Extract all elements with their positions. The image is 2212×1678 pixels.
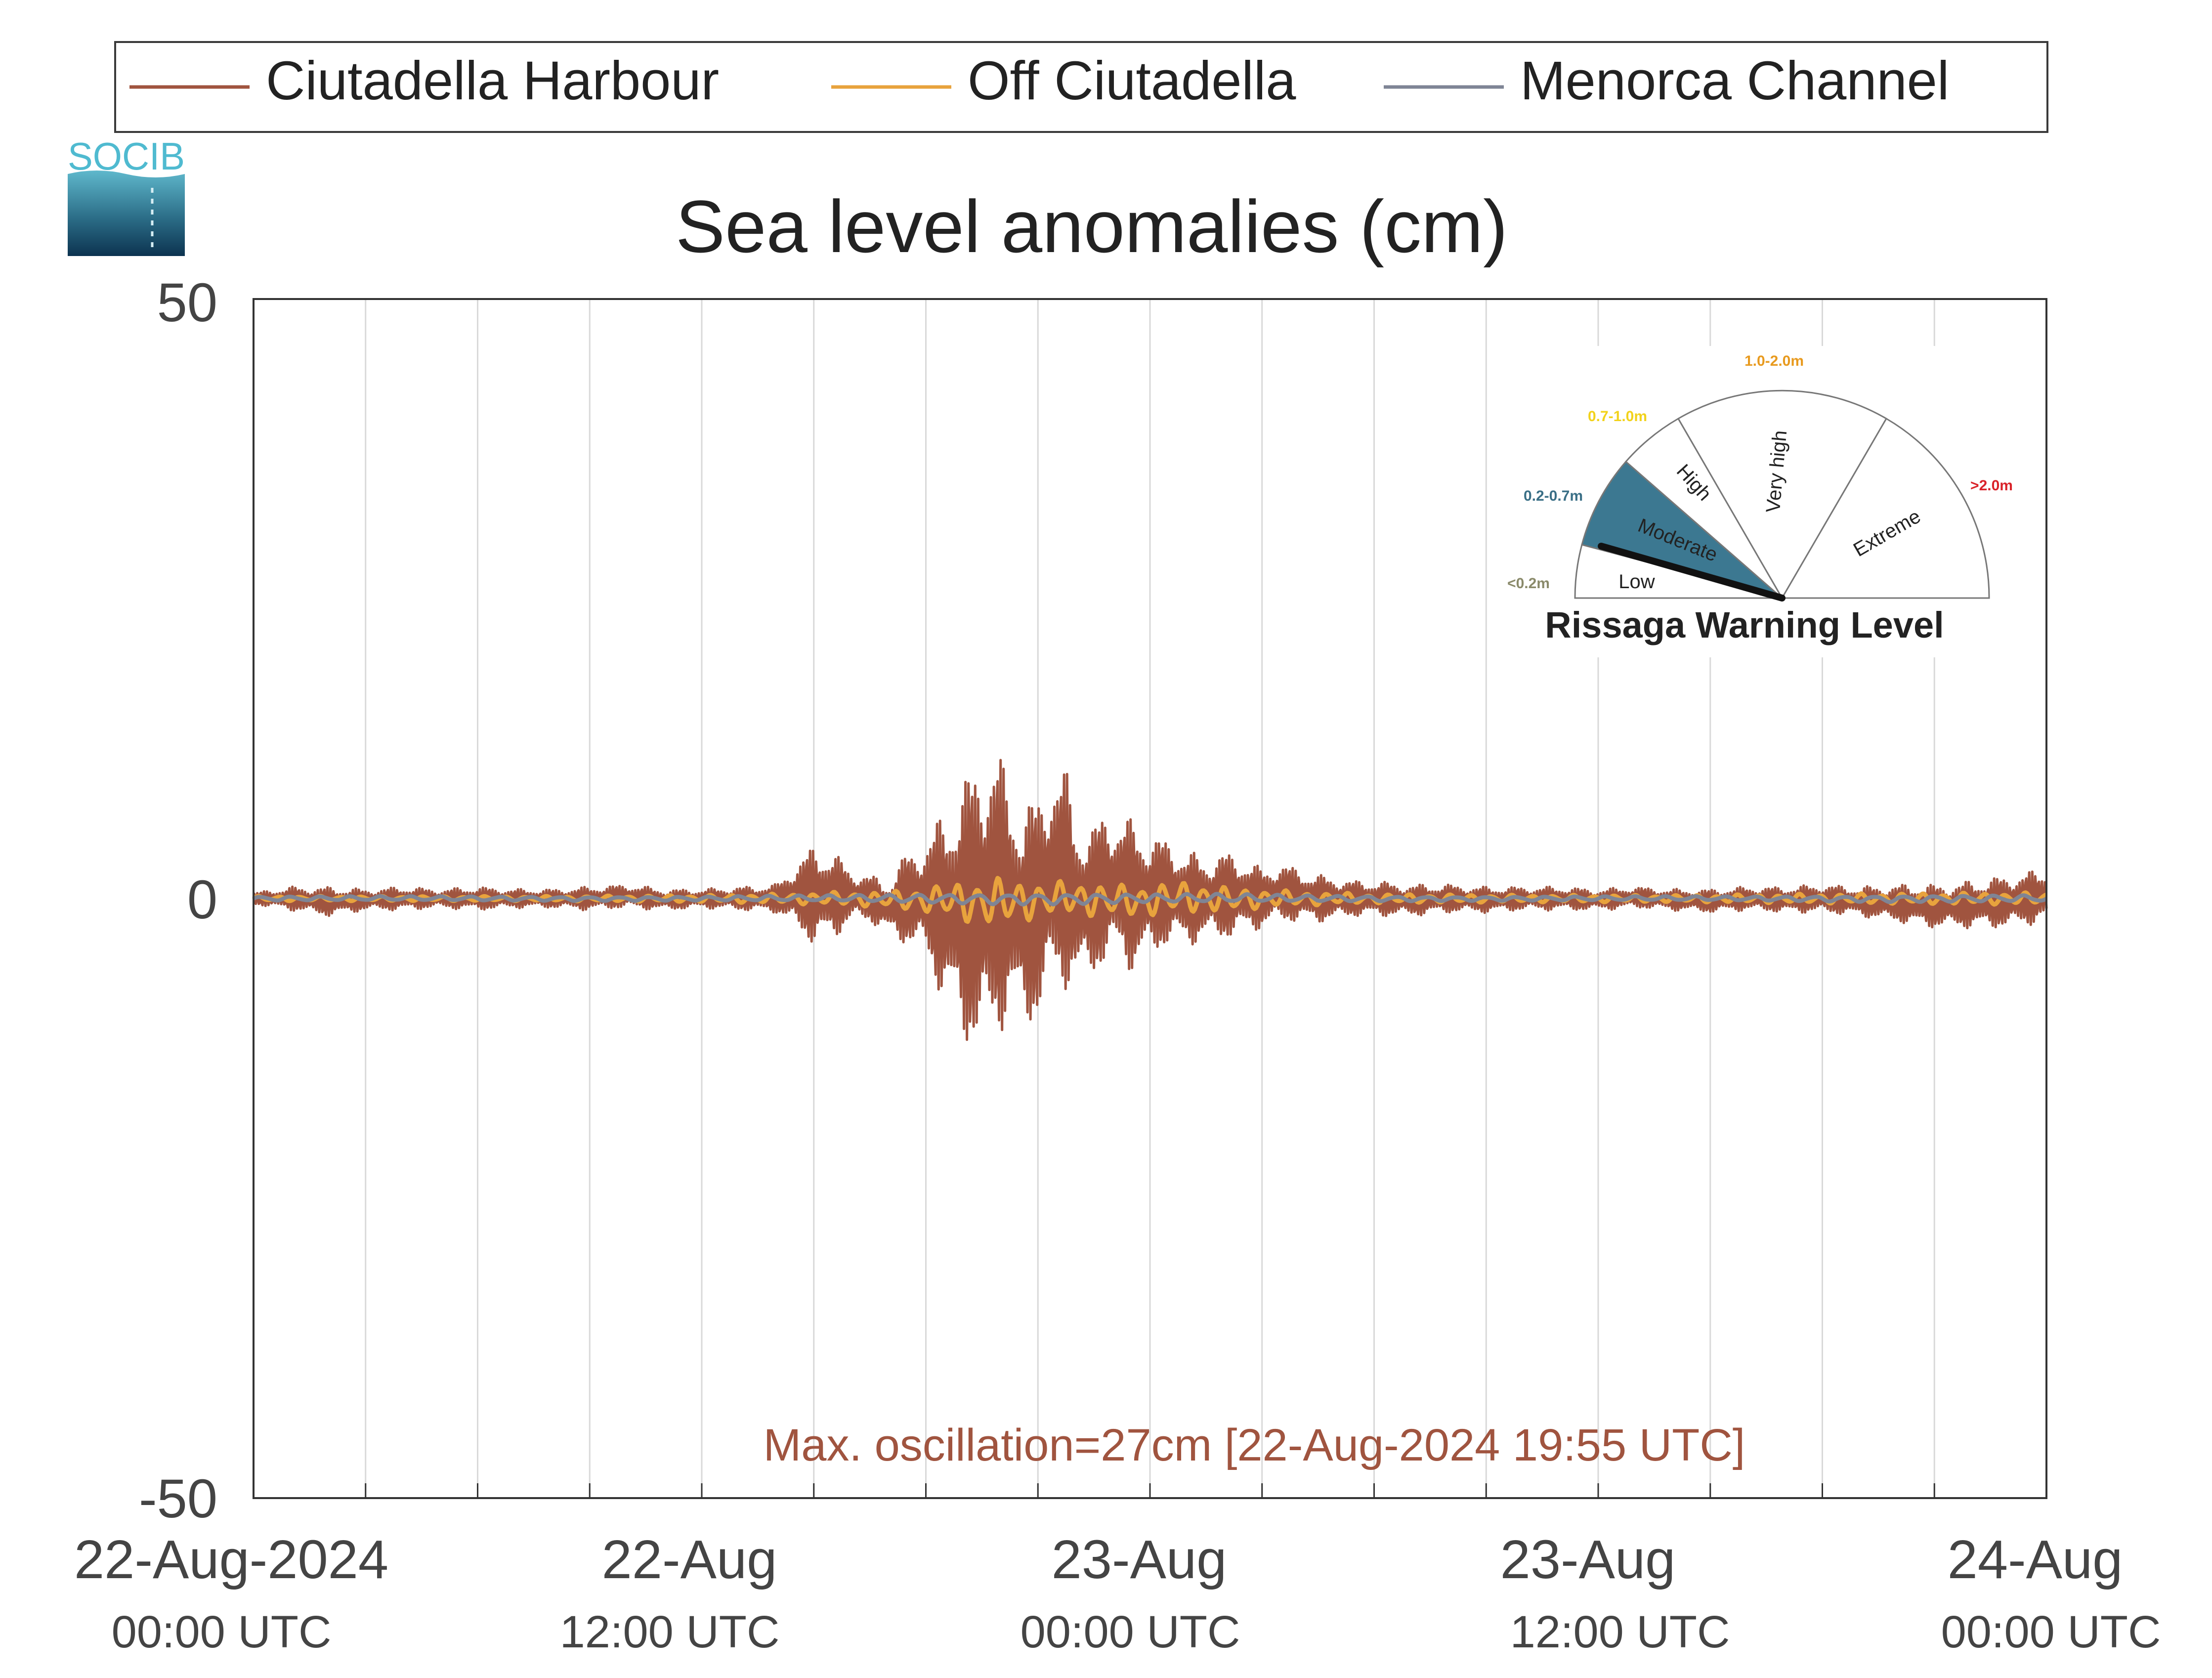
series-line-menorca-channel xyxy=(253,892,2048,907)
chart-title: Sea level anomalies (cm) xyxy=(676,185,1508,268)
max-oscillation-annotation: Max. oscillation=27cm [22-Aug-2024 19:55… xyxy=(764,1420,1745,1470)
x-tick-label-time-2: 00:00 UTC xyxy=(1021,1607,1240,1657)
x-tick-label-time-0: 00:00 UTC xyxy=(112,1607,332,1657)
legend-label-menorca-channel: Menorca Channel xyxy=(1520,50,1949,111)
rissaga-warning-gauge: Low Moderate High Very high Extreme <0.2… xyxy=(1497,346,2036,657)
gauge-segment-extreme xyxy=(1781,417,1990,599)
legend: Ciutadella Harbour Off Ciutadella Menorc… xyxy=(114,41,2048,133)
x-tick-label-date-3: 23-Aug xyxy=(1500,1529,1676,1590)
gauge-segment-very-high xyxy=(1677,389,1888,600)
socib-logo: SOCIB xyxy=(68,134,185,256)
x-tick-label-date-1: 22-Aug xyxy=(602,1529,777,1590)
legend-label-ciutadella-harbour: Ciutadella Harbour xyxy=(266,50,719,111)
gauge-range-moderate: 0.2-0.7m xyxy=(1524,488,1583,504)
socib-logo-text: SOCIB xyxy=(68,134,185,178)
legend-frame xyxy=(114,41,2048,133)
gauge-range-extreme: >2.0m xyxy=(1970,477,2013,494)
x-tick-label-date-0: 22-Aug-2024 xyxy=(74,1529,388,1590)
gauge-range-very-high: 1.0-2.0m xyxy=(1744,353,1804,369)
gauge-label-low: Low xyxy=(1618,571,1655,593)
legend-label-off-ciutadella: Off Ciutadella xyxy=(968,50,1296,111)
x-tick-label-date-4: 24-Aug xyxy=(1948,1529,2123,1590)
y-tick-label-zero: 0 xyxy=(187,869,217,930)
x-tick-label-time-3: 12:00 UTC xyxy=(1510,1607,1730,1657)
series-line-ciutadella-harbour xyxy=(252,759,2048,1041)
gauge-range-low: <0.2m xyxy=(1507,575,1550,592)
gauge-segment-moderate xyxy=(1581,460,1783,599)
gauge-title: Rissaga Warning Level xyxy=(1545,604,1944,645)
gauge-needle xyxy=(1598,543,1786,602)
y-tick-label-top: 50 xyxy=(157,272,217,333)
series-layer xyxy=(252,759,2048,1041)
x-tick-label-time-1: 12:00 UTC xyxy=(560,1607,780,1657)
x-tick-marks xyxy=(365,1483,1935,1498)
x-tick-label-date-2: 23-Aug xyxy=(1052,1529,1227,1590)
gauge-range-high: 0.7-1.0m xyxy=(1588,408,1647,425)
y-tick-label-bottom: -50 xyxy=(139,1468,217,1529)
gauge-segment-high xyxy=(1624,417,1783,599)
socib-logo-wave-icon xyxy=(68,171,185,256)
x-tick-label-time-4: 00:00 UTC xyxy=(1941,1607,2161,1657)
